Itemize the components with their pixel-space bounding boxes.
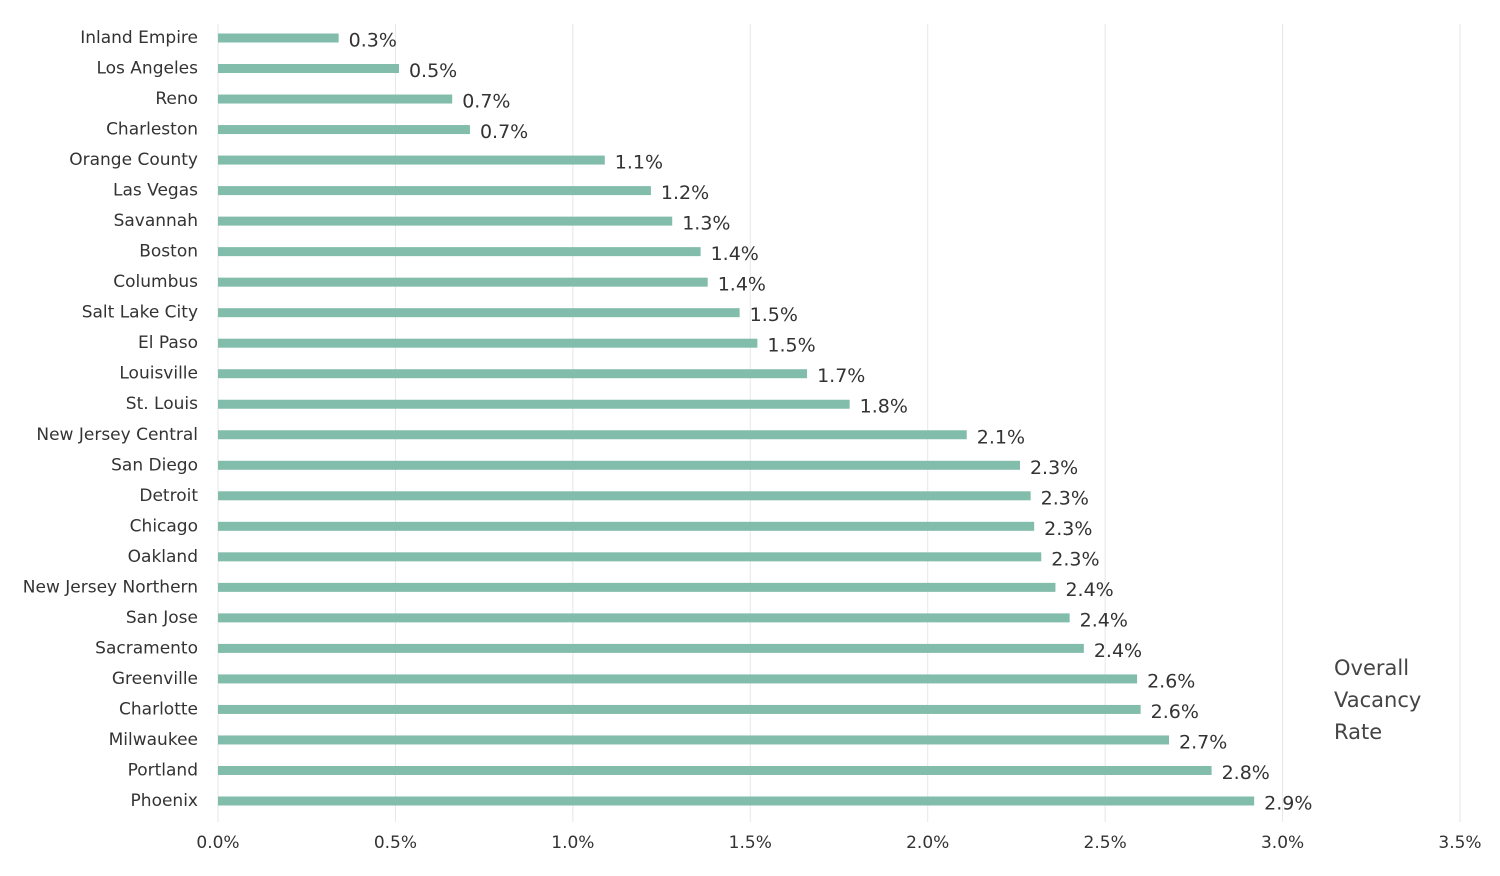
data-label: 2.1% xyxy=(977,426,1025,448)
x-tick-label: 1.5% xyxy=(729,833,772,853)
bar xyxy=(218,765,1212,775)
bar xyxy=(218,369,808,379)
y-tick-label: Orange County xyxy=(69,150,198,170)
bar xyxy=(218,155,605,165)
y-tick-label: St. Louis xyxy=(126,394,198,414)
y-tick-label: Columbus xyxy=(113,272,198,292)
bar xyxy=(218,521,1035,531)
bar xyxy=(218,582,1056,592)
y-tick-label: El Paso xyxy=(138,333,198,353)
bar xyxy=(218,399,850,409)
data-label: 2.4% xyxy=(1065,579,1113,601)
y-tick-label: Chicago xyxy=(130,516,198,536)
y-tick-label: Savannah xyxy=(114,211,198,231)
data-label: 2.3% xyxy=(1041,487,1089,509)
y-tick-label: Las Vegas xyxy=(113,181,198,201)
data-label: 0.5% xyxy=(409,60,457,82)
y-tick-label: Portland xyxy=(128,760,198,780)
data-label: 2.7% xyxy=(1179,731,1227,753)
data-label: 2.4% xyxy=(1080,609,1128,631)
bar xyxy=(218,552,1042,562)
y-tick-label: Inland Empire xyxy=(80,28,198,48)
data-label: 1.2% xyxy=(661,182,709,204)
data-label: 1.3% xyxy=(682,213,730,235)
y-tick-label: Charlotte xyxy=(119,699,198,719)
data-label: 2.3% xyxy=(1051,548,1099,570)
y-tick-label: New Jersey Central xyxy=(36,425,198,445)
bar xyxy=(218,125,470,135)
y-tick-label: Louisville xyxy=(119,364,198,384)
x-tick-label: 3.5% xyxy=(1438,833,1481,853)
bar xyxy=(218,796,1255,806)
x-tick-label: 1.0% xyxy=(551,833,594,853)
bar xyxy=(218,216,673,226)
x-tick-label: 0.0% xyxy=(196,833,239,853)
data-label: 0.3% xyxy=(349,30,397,52)
y-tick-label: Oakland xyxy=(128,547,198,567)
data-label: 2.6% xyxy=(1147,670,1195,692)
bar xyxy=(218,643,1084,653)
bar xyxy=(218,33,339,43)
y-tick-label: New Jersey Northern xyxy=(23,577,198,597)
y-tick-label: Sacramento xyxy=(95,638,198,658)
x-tick-label: 2.5% xyxy=(1084,833,1127,853)
data-label: 0.7% xyxy=(462,91,510,113)
y-tick-label: Boston xyxy=(139,242,198,262)
y-tick-label: San Diego xyxy=(111,455,198,475)
bar xyxy=(218,308,740,318)
data-label: 1.1% xyxy=(615,152,663,174)
data-label: 2.6% xyxy=(1151,701,1199,723)
data-label: 1.4% xyxy=(711,243,759,265)
y-tick-label: Phoenix xyxy=(131,791,198,811)
data-label: 1.7% xyxy=(817,365,865,387)
y-tick-label: Milwaukee xyxy=(109,730,198,750)
y-tick-label: Los Angeles xyxy=(96,59,198,79)
data-label: 1.5% xyxy=(767,335,815,357)
bar xyxy=(218,460,1020,470)
bar xyxy=(218,491,1031,501)
bar xyxy=(218,735,1170,745)
bar xyxy=(218,674,1138,684)
bar xyxy=(218,704,1141,714)
bar xyxy=(218,247,701,257)
data-label: 1.4% xyxy=(718,274,766,296)
bar xyxy=(218,277,708,287)
data-label: 2.9% xyxy=(1264,793,1312,815)
y-tick-label: Greenville xyxy=(112,669,198,689)
bar xyxy=(218,613,1070,623)
bar xyxy=(218,430,967,440)
x-tick-label: 0.5% xyxy=(374,833,417,853)
data-label: 1.5% xyxy=(750,304,798,326)
bar xyxy=(218,186,651,196)
y-tick-label: Reno xyxy=(155,89,198,109)
data-label: 2.3% xyxy=(1030,457,1078,479)
bar xyxy=(218,64,399,74)
data-label: 1.8% xyxy=(860,396,908,418)
y-tick-label: San Jose xyxy=(126,608,198,628)
x-tick-label: 2.0% xyxy=(906,833,949,853)
data-label: 0.7% xyxy=(480,121,528,143)
data-label: 2.8% xyxy=(1222,762,1270,784)
y-tick-label: Salt Lake City xyxy=(82,303,198,323)
y-tick-label: Charleston xyxy=(106,120,198,140)
x-tick-label: 3.0% xyxy=(1261,833,1304,853)
data-label: 2.3% xyxy=(1044,518,1092,540)
bar xyxy=(218,338,758,348)
data-label: 2.4% xyxy=(1094,640,1142,662)
legend-label: Overall Vacancy Rate xyxy=(1334,656,1422,744)
bar xyxy=(218,94,453,104)
y-tick-label: Detroit xyxy=(139,486,198,506)
